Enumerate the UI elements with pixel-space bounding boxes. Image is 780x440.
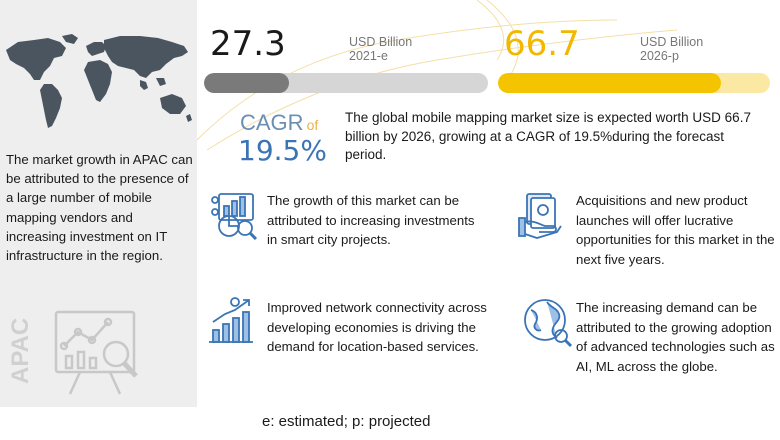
svg-text:APAC: APAC	[7, 318, 34, 384]
stat-2021-bar-fill	[204, 73, 290, 93]
stat-2026-bar-fill	[498, 73, 722, 93]
stat-2026-year: 2026-p	[640, 49, 679, 63]
cagr-value: 19.5%	[238, 134, 327, 167]
cagr-label: CAGR of	[240, 110, 318, 136]
cagr-label-text: CAGR	[240, 110, 304, 135]
apac-description: The market growth in APAC can be attribu…	[6, 152, 193, 264]
cagr-of: of	[306, 117, 319, 133]
background-decoration	[197, 0, 678, 150]
stat-2021-unit-label: USD Billion	[349, 35, 413, 49]
stat-2026-bar	[498, 73, 770, 93]
stat-2026-value: 66.7	[504, 24, 580, 64]
stat-2026-unit-label: USD Billion	[640, 35, 704, 49]
globe-icon	[524, 299, 573, 348]
analytics-chart-icon	[211, 193, 258, 240]
apac-panel: The market growth in APAC can be attribu…	[0, 0, 197, 407]
footnote: e: estimated; p: projected	[262, 413, 431, 430]
stat-2026-unit: USD Billion 2026-p	[640, 35, 703, 63]
card-network: Improved network connectivity across dev…	[267, 300, 487, 354]
world-map-icon	[6, 34, 192, 128]
money-hand-icon	[518, 193, 562, 239]
stat-2021-value: 27.3	[210, 24, 286, 64]
growth-bar-chart-icon	[209, 297, 253, 343]
stat-2021-bar	[204, 73, 488, 93]
stat-2021-unit: USD Billion 2021-e	[349, 35, 412, 63]
card-smart-city: The growth of this market can be attribu…	[267, 193, 475, 247]
market-summary: The global mobile mapping market size is…	[345, 110, 751, 162]
stat-2021-year: 2021-e	[349, 49, 388, 63]
card-acquisitions: Acquisitions and new product launches wi…	[576, 193, 775, 267]
apac-vertical-label: APAC	[7, 318, 34, 384]
presentation-board-icon	[54, 310, 138, 395]
card-advanced-tech: The increasing demand can be attributed …	[576, 300, 775, 374]
